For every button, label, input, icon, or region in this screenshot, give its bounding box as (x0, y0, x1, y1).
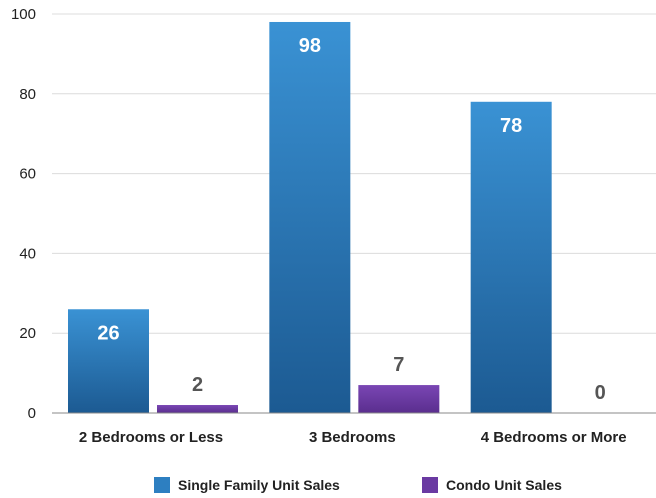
legend-label: Condo Unit Sales (446, 477, 562, 493)
y-tick-label: 20 (19, 325, 36, 342)
data-label: 0 (595, 382, 606, 404)
bar-condo (358, 385, 440, 413)
bar-condo (157, 405, 238, 413)
data-label: 98 (299, 35, 321, 57)
data-label: 7 (393, 354, 404, 376)
y-tick-label: 80 (19, 86, 36, 103)
bars (68, 21, 552, 413)
data-labels: 26 2 98 7 78 0 (97, 35, 605, 404)
legend-swatch (154, 477, 170, 493)
y-tick-label: 0 (28, 405, 36, 422)
y-tick-label: 60 (19, 166, 36, 183)
legend: Single Family Unit Sales Condo Unit Sales (154, 477, 562, 493)
data-label: 78 (500, 115, 522, 137)
data-label: 26 (97, 322, 119, 344)
bar-single-family (470, 101, 552, 413)
category-label: 2 Bedrooms or Less (79, 429, 223, 446)
legend-swatch (422, 477, 438, 493)
y-axis-tick-labels: 0 20 40 60 80 100 (11, 6, 36, 422)
legend-label: Single Family Unit Sales (178, 477, 340, 493)
x-axis-category-labels: 2 Bedrooms or Less 3 Bedrooms 4 Bedrooms o… (79, 429, 627, 446)
bar-single-family (68, 309, 149, 413)
data-label: 2 (192, 374, 203, 396)
bar-single-family (269, 21, 351, 413)
category-label: 4 Bedrooms or More (481, 429, 627, 446)
y-tick-label: 100 (11, 6, 36, 23)
category-label: 3 Bedrooms (309, 429, 396, 446)
gridlines (52, 13, 656, 334)
y-tick-label: 40 (19, 245, 36, 262)
